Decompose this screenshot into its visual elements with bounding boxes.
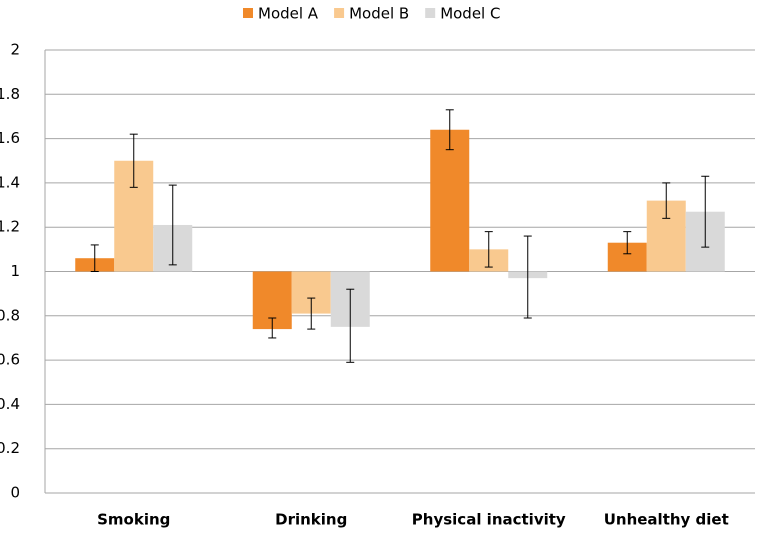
legend-label: Model A bbox=[258, 5, 319, 23]
y-tick-label: 0.4 bbox=[0, 395, 20, 413]
y-tick-label: 0.2 bbox=[0, 439, 20, 457]
x-tick-label: Physical inactivity bbox=[412, 511, 566, 529]
legend-label: Model B bbox=[349, 5, 409, 23]
y-tick-label: 1.2 bbox=[0, 218, 20, 236]
y-tick-label: 2 bbox=[10, 41, 20, 59]
y-tick-label: 1.6 bbox=[0, 129, 20, 147]
x-tick-label: Smoking bbox=[97, 511, 170, 529]
legend-swatch bbox=[334, 8, 345, 18]
bar bbox=[430, 129, 470, 272]
y-tick-label: 1 bbox=[10, 262, 20, 280]
x-tick-label: Unhealthy diet bbox=[604, 511, 729, 529]
y-tick-label: 0.8 bbox=[0, 306, 20, 324]
x-tick-label: Drinking bbox=[275, 511, 347, 529]
y-tick-label: 0 bbox=[10, 484, 20, 502]
y-tick-label: 1.4 bbox=[0, 173, 20, 191]
y-tick-label: 1.8 bbox=[0, 85, 20, 103]
legend-swatch bbox=[243, 8, 253, 18]
y-tick-label: 0.6 bbox=[0, 351, 20, 369]
legend-label: Model C bbox=[440, 5, 500, 23]
legend-swatch bbox=[425, 8, 436, 18]
